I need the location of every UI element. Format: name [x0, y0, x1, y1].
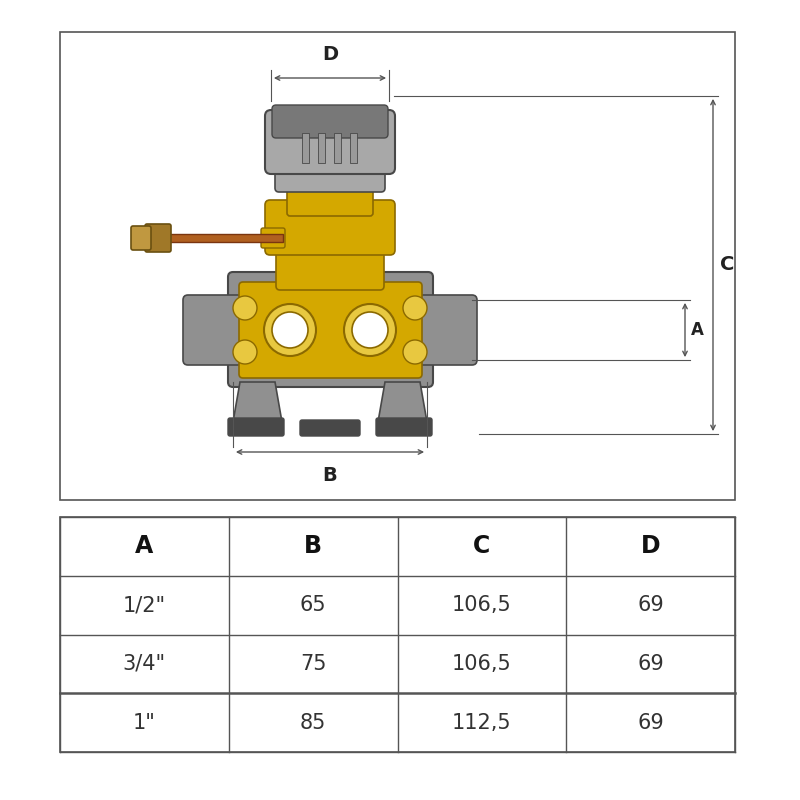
FancyBboxPatch shape	[287, 180, 373, 216]
FancyBboxPatch shape	[276, 242, 384, 290]
Circle shape	[233, 340, 257, 364]
Circle shape	[272, 312, 308, 348]
FancyBboxPatch shape	[261, 228, 285, 248]
Circle shape	[233, 296, 257, 320]
Text: B: B	[322, 466, 338, 485]
Text: C: C	[720, 255, 734, 274]
Bar	[60, 32, 735, 500]
Text: D: D	[641, 534, 661, 558]
FancyBboxPatch shape	[265, 110, 395, 174]
FancyBboxPatch shape	[265, 200, 395, 255]
Circle shape	[403, 296, 427, 320]
Text: D: D	[322, 45, 338, 64]
FancyBboxPatch shape	[228, 272, 433, 387]
Bar	[318, 133, 325, 163]
Polygon shape	[378, 382, 427, 422]
FancyBboxPatch shape	[275, 156, 385, 192]
FancyBboxPatch shape	[300, 420, 360, 436]
Text: 106,5: 106,5	[452, 654, 512, 674]
Text: 1": 1"	[133, 713, 156, 733]
FancyBboxPatch shape	[228, 418, 284, 436]
Bar	[302, 133, 309, 163]
Bar	[60, 517, 735, 752]
Text: A: A	[135, 534, 154, 558]
FancyBboxPatch shape	[183, 295, 243, 365]
Bar	[334, 133, 341, 163]
Text: 69: 69	[638, 595, 664, 615]
FancyBboxPatch shape	[272, 105, 388, 138]
Circle shape	[403, 340, 427, 364]
Text: 1/2": 1/2"	[123, 595, 166, 615]
Text: 3/4": 3/4"	[123, 654, 166, 674]
Text: 69: 69	[638, 713, 664, 733]
Text: 69: 69	[638, 654, 664, 674]
Text: B: B	[304, 534, 322, 558]
Text: C: C	[474, 534, 490, 558]
FancyBboxPatch shape	[376, 418, 432, 436]
FancyBboxPatch shape	[239, 282, 422, 378]
Text: 106,5: 106,5	[452, 595, 512, 615]
Circle shape	[264, 304, 316, 356]
FancyBboxPatch shape	[131, 226, 151, 250]
FancyBboxPatch shape	[417, 295, 477, 365]
Text: 65: 65	[300, 595, 326, 615]
Circle shape	[352, 312, 388, 348]
Text: 85: 85	[300, 713, 326, 733]
Circle shape	[344, 304, 396, 356]
Polygon shape	[233, 382, 282, 422]
Text: 75: 75	[300, 654, 326, 674]
Text: 112,5: 112,5	[452, 713, 512, 733]
FancyBboxPatch shape	[145, 224, 171, 252]
Bar	[165, 234, 283, 242]
Text: A: A	[690, 321, 703, 339]
Bar	[350, 133, 357, 163]
